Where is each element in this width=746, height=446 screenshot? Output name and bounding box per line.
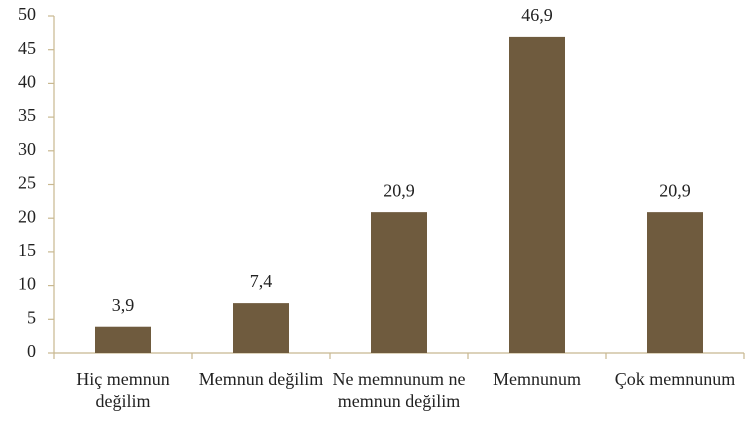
x-tick-label: Memnun değilim — [198, 369, 324, 389]
value-label: 46,9 — [521, 5, 553, 25]
x-tick-label: Çok memnunum — [614, 369, 736, 389]
value-label: 20,9 — [659, 180, 691, 200]
y-tick-label: 15 — [18, 240, 36, 260]
x-tick-label: Ne memnunum ne memnun değilim — [332, 369, 466, 411]
bar — [371, 212, 427, 353]
y-tick-label: 25 — [18, 173, 36, 193]
bar — [647, 212, 703, 353]
x-tick-label: Hiç memnun değilim — [76, 369, 170, 411]
value-label: 20,9 — [383, 180, 415, 200]
y-tick-label: 40 — [18, 72, 36, 92]
y-tick-label: 20 — [18, 206, 36, 226]
y-tick-label: 30 — [18, 139, 36, 159]
y-tick-label: 10 — [18, 274, 36, 294]
y-tick-label: 5 — [27, 307, 36, 327]
y-tick-label: 50 — [18, 4, 36, 24]
bar — [233, 303, 289, 353]
value-label: 3,9 — [112, 295, 135, 315]
bar — [95, 326, 151, 353]
x-tick-label: Memnunum — [493, 369, 581, 389]
y-tick-label: 45 — [18, 38, 36, 58]
y-tick-label: 0 — [27, 341, 36, 361]
value-label: 7,4 — [250, 271, 273, 291]
bar — [509, 36, 565, 353]
y-tick-label: 35 — [18, 105, 36, 125]
